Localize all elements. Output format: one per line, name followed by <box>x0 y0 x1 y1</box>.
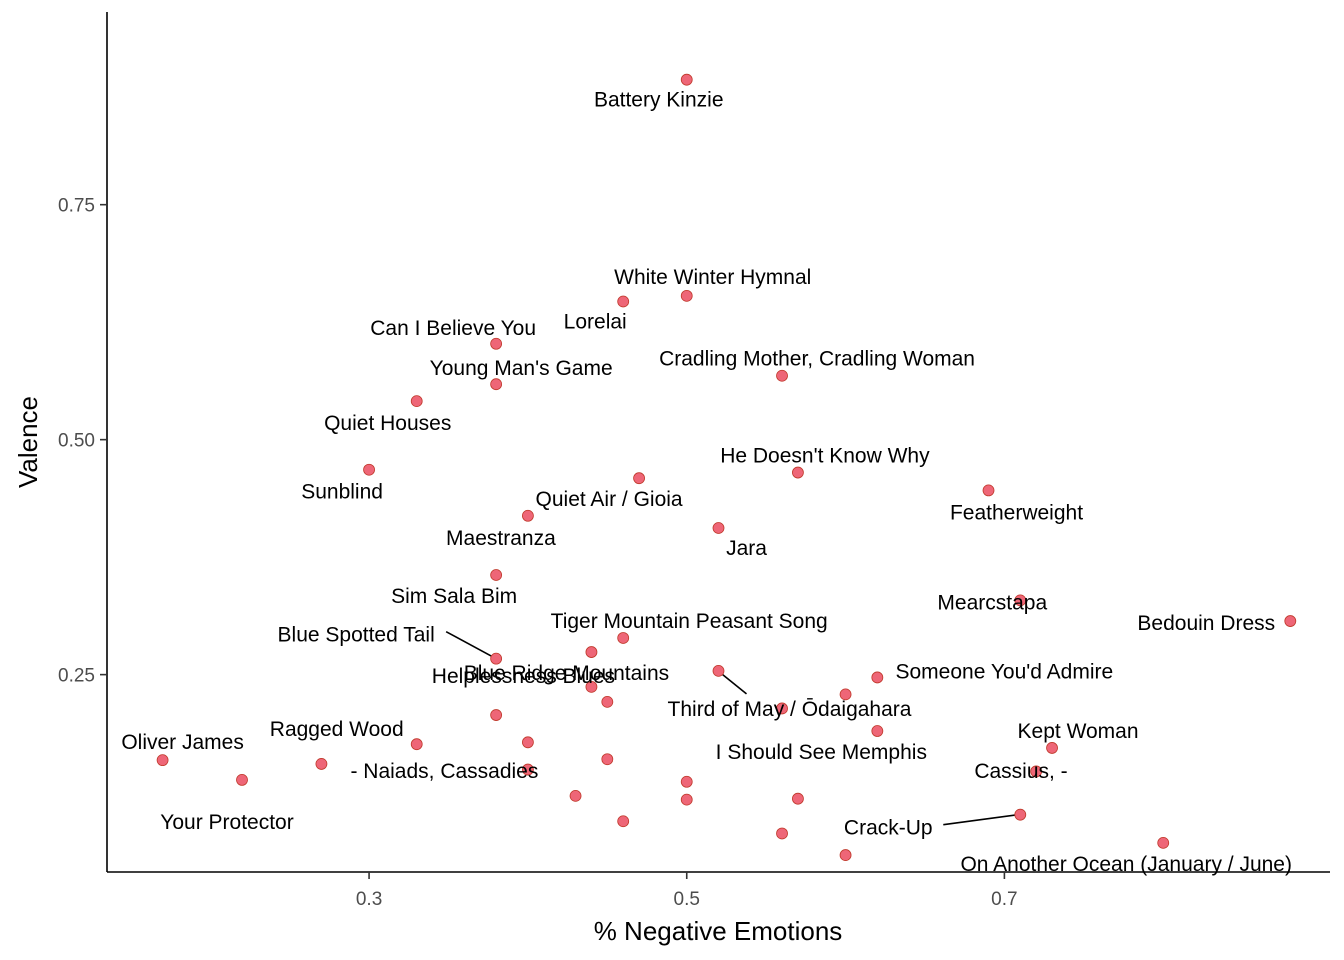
x-tick-label: 0.5 <box>674 889 700 910</box>
point-label: Crack-Up <box>844 817 933 840</box>
point-label: Someone You'd Admire <box>895 660 1113 683</box>
data-point <box>617 815 630 828</box>
point-label: Your Protector <box>160 811 293 834</box>
point-label: Cradling Mother, Cradling Woman <box>659 348 975 371</box>
data-point <box>680 73 693 86</box>
point-label: I Should See Memphis <box>716 741 927 764</box>
point-label: Blue Ridge Mountains <box>464 662 669 685</box>
data-point <box>776 827 788 840</box>
data-point <box>601 753 614 766</box>
point-label: He Doesn't Know Why <box>720 445 930 468</box>
data-point <box>490 709 503 721</box>
data-point <box>522 509 534 522</box>
point-label: Sunblind <box>301 481 383 504</box>
data-point <box>522 763 534 776</box>
point-label: Kept Woman <box>1018 720 1139 743</box>
data-point <box>569 789 582 802</box>
leader-lines <box>445 630 1019 826</box>
data-point <box>712 522 725 534</box>
point-label: Third of May / Ōdaigahara <box>668 698 912 721</box>
data-point <box>1030 765 1043 778</box>
y-tick-label: 0.50 <box>58 431 95 452</box>
data-point <box>585 680 598 693</box>
data-point <box>490 569 503 581</box>
data-point <box>712 664 725 677</box>
data-point <box>1284 615 1297 627</box>
y-tick-label: 0.75 <box>58 196 95 217</box>
point-label: Bedouin Dress <box>1137 612 1275 635</box>
data-point <box>236 773 248 786</box>
label-leader-line <box>943 813 1019 826</box>
data-point <box>792 792 804 805</box>
point-label: White Winter Hymnal <box>614 266 811 289</box>
data-point <box>490 378 503 391</box>
data-point <box>776 369 788 382</box>
data-point <box>410 395 423 408</box>
label-leader-line <box>719 672 748 695</box>
y-axis-title: Valence <box>13 396 43 488</box>
point-label: Ragged Wood <box>270 718 404 741</box>
data-point <box>1014 808 1027 821</box>
data-point <box>871 725 884 737</box>
point-label: - Naiads, Cassadies <box>350 760 538 783</box>
x-axis-title: % Negative Emotions <box>594 916 843 946</box>
data-point <box>839 688 852 701</box>
data-point <box>617 632 630 644</box>
x-tick-label: 0.7 <box>991 889 1017 910</box>
point-label: Battery Kinzie <box>594 89 724 112</box>
point-label: Oliver James <box>121 731 244 754</box>
point-label: Sim Sala Bim <box>391 585 517 608</box>
point-label: Lorelai <box>564 310 627 333</box>
data-point <box>522 736 534 749</box>
data-point <box>490 337 503 350</box>
data-point <box>680 289 693 302</box>
point-label: Helplessness Blues <box>432 665 615 688</box>
y-tick-label: 0.25 <box>58 666 95 687</box>
data-point <box>680 793 693 806</box>
data-point <box>410 738 423 751</box>
data-point <box>680 775 693 788</box>
data-point <box>315 758 328 770</box>
ticks: 0.3 0.5 0.7 0.25 0.50 0.75 <box>58 196 1018 910</box>
data-point <box>1046 742 1058 754</box>
data-point <box>363 463 375 476</box>
data-point <box>633 472 645 485</box>
point-label: Cassius, - <box>974 760 1067 783</box>
data-point <box>871 671 884 684</box>
data-point <box>839 849 852 861</box>
point-label: Quiet Air / Gioia <box>536 488 683 511</box>
axes <box>106 12 1330 873</box>
point-label: Quiet Houses <box>324 412 451 435</box>
point-label: Jara <box>726 537 767 560</box>
data-point <box>156 754 169 767</box>
point-label: On Another Ocean (January / June) <box>960 853 1292 876</box>
point-label: Mearcstapa <box>937 591 1047 614</box>
data-point <box>490 652 503 665</box>
point-label: Young Man's Game <box>430 357 613 380</box>
point-labels: Battery Kinzie White Winter Hymnal Lorelai… <box>121 89 1292 876</box>
data-point <box>601 695 614 708</box>
point-label: Blue Spotted Tail <box>278 624 435 647</box>
x-tick-label: 0.3 <box>356 889 382 910</box>
data-point <box>982 484 995 497</box>
data-point <box>776 702 788 715</box>
label-leader-line <box>445 630 497 660</box>
data-point <box>1157 836 1170 849</box>
point-label: Maestranza <box>446 527 556 550</box>
data-point <box>792 466 804 479</box>
data-points <box>156 73 1297 861</box>
data-point <box>585 646 598 658</box>
data-point <box>617 295 630 308</box>
data-point <box>1014 594 1027 607</box>
point-label: Featherweight <box>950 501 1083 524</box>
point-label: Can I Believe You <box>370 317 536 340</box>
point-label: Tiger Mountain Peasant Song <box>551 610 828 633</box>
